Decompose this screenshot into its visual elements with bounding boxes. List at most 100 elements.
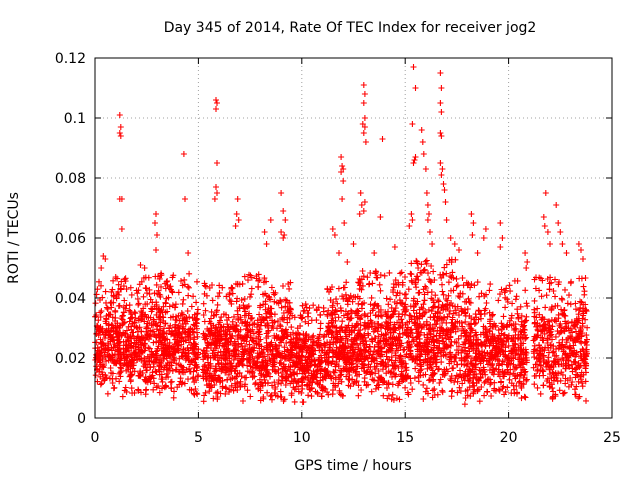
- data-point: [521, 327, 528, 333]
- data-point: [563, 339, 570, 346]
- data-point: [287, 339, 293, 346]
- data-point: [341, 284, 348, 291]
- data-point: [538, 293, 545, 300]
- data-point: [514, 306, 521, 313]
- data-point: [141, 376, 148, 383]
- data-point: [302, 301, 309, 308]
- data-point: [481, 293, 488, 300]
- data-point: [238, 358, 245, 365]
- data-point: [192, 354, 199, 360]
- data-point: [256, 328, 263, 335]
- data-point: [109, 314, 116, 321]
- data-point: [355, 344, 362, 351]
- x-tick-label: 25: [603, 430, 621, 446]
- data-point: [481, 379, 488, 386]
- data-point: [388, 369, 395, 376]
- data-point: [183, 366, 190, 373]
- data-point: [427, 322, 434, 328]
- data-point: [166, 284, 173, 291]
- data-point: [291, 369, 298, 376]
- data-point: [537, 323, 543, 329]
- data-point: [364, 322, 371, 329]
- data-point: [509, 342, 516, 349]
- data-point: [305, 313, 311, 320]
- data-point: [361, 115, 368, 121]
- data-point: [265, 327, 272, 334]
- data-point: [216, 337, 223, 344]
- data-point: [547, 345, 554, 351]
- data-point: [440, 371, 447, 378]
- data-point: [569, 350, 576, 357]
- data-point: [286, 285, 293, 292]
- data-point: [582, 378, 589, 385]
- data-point: [502, 388, 509, 395]
- data-point: [485, 361, 491, 368]
- data-point: [175, 289, 182, 296]
- data-point: [362, 347, 369, 354]
- data-point: [162, 299, 169, 306]
- data-point: [547, 241, 553, 247]
- data-point: [470, 374, 477, 381]
- data-point: [483, 300, 490, 306]
- data-point: [461, 361, 468, 368]
- data-point: [323, 358, 330, 365]
- data-point: [446, 356, 453, 363]
- data-point: [170, 355, 177, 362]
- data-point: [329, 226, 336, 232]
- data-point: [150, 339, 157, 346]
- data-point: [190, 340, 197, 347]
- data-point: [412, 154, 419, 160]
- data-point: [412, 320, 419, 327]
- data-point: [202, 307, 209, 314]
- data-point: [146, 345, 153, 352]
- data-point: [339, 163, 346, 169]
- data-point: [190, 293, 197, 300]
- data-point: [536, 274, 543, 281]
- data-point: [380, 392, 387, 399]
- data-point: [312, 374, 319, 381]
- data-point: [171, 357, 178, 364]
- data-point: [170, 394, 177, 401]
- data-point: [97, 381, 104, 388]
- data-point: [325, 320, 332, 327]
- data-point: [557, 229, 564, 235]
- data-point: [475, 377, 482, 384]
- data-point: [95, 351, 102, 358]
- data-point: [383, 295, 390, 302]
- data-point: [104, 305, 111, 312]
- data-point: [285, 374, 291, 381]
- data-point: [300, 367, 307, 374]
- data-point: [187, 325, 194, 332]
- data-point: [447, 327, 453, 334]
- data-point: [410, 338, 417, 345]
- data-point: [146, 291, 153, 297]
- data-point: [226, 291, 233, 298]
- data-point: [275, 381, 282, 387]
- data-point: [314, 335, 321, 342]
- data-point: [250, 330, 257, 337]
- data-point: [445, 343, 452, 350]
- data-point: [218, 331, 224, 338]
- data-point: [461, 298, 468, 305]
- data-point: [213, 184, 219, 190]
- data-point: [275, 318, 281, 325]
- data-point: [214, 160, 220, 166]
- data-point: [490, 365, 497, 371]
- data-point: [518, 380, 525, 387]
- data-point: [531, 313, 538, 320]
- data-point: [246, 341, 253, 348]
- data-point: [384, 313, 391, 320]
- data-point: [364, 355, 371, 362]
- data-point: [288, 390, 295, 397]
- data-point: [159, 385, 165, 392]
- data-point: [263, 315, 270, 322]
- data-point: [158, 283, 164, 290]
- data-point: [129, 314, 136, 321]
- data-point: [553, 202, 560, 208]
- data-point: [188, 303, 195, 310]
- data-point: [573, 364, 580, 371]
- data-point: [324, 389, 330, 396]
- data-point: [254, 358, 261, 365]
- data-point: [375, 341, 382, 348]
- data-point: [153, 247, 159, 253]
